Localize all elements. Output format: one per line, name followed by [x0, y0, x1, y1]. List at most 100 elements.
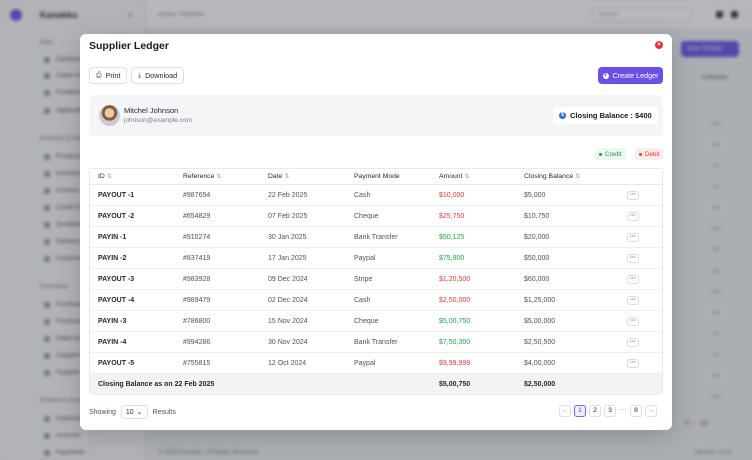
- sidebar-section: Inventory & Sales: [40, 136, 88, 142]
- more-actions-icon[interactable]: ···: [627, 190, 639, 200]
- sidebar-item[interactable]: Credit Notes: [44, 204, 92, 211]
- row-action-icon[interactable]: [712, 332, 720, 335]
- row-action-icon[interactable]: [712, 269, 720, 272]
- pagination-ellipsis: ···: [619, 405, 627, 417]
- cell-amount: $7,50,300: [439, 338, 471, 346]
- prev-page-button[interactable]: ←: [559, 405, 571, 417]
- sidebar-item[interactable]: Inventory: [44, 170, 83, 177]
- credit-legend: Credit: [595, 148, 626, 160]
- sidebar-item[interactable]: Quotations: [44, 221, 87, 228]
- cell-closing-balance: $2,50,500: [524, 338, 556, 346]
- more-actions-icon[interactable]: ···: [627, 211, 639, 221]
- row-action-icon[interactable]: [712, 206, 720, 209]
- cell-reference: #987654: [183, 191, 211, 199]
- page-button-8[interactable]: 8: [630, 405, 642, 417]
- table-row: PAYIN -3 #786800 15 Nov 2024 Cheque $5,00,75…: [90, 311, 662, 332]
- row-action-icon[interactable]: [712, 185, 720, 188]
- row-action-icon[interactable]: [712, 122, 720, 125]
- print-button[interactable]: ⎙ Print: [89, 67, 128, 84]
- sidebar-item[interactable]: Payments: [44, 449, 85, 456]
- sidebar-item[interactable]: Expenses: [44, 415, 85, 422]
- row-action-icon[interactable]: [712, 353, 720, 356]
- cell-reference: #654829: [183, 212, 211, 220]
- cell-amount: $5,00,750: [439, 317, 471, 325]
- create-ledger-button[interactable]: + Create Ledger: [598, 67, 663, 84]
- column-header-amount[interactable]: Amount ⇅: [439, 173, 470, 180]
- page-size-select[interactable]: 10 ⌄: [120, 405, 148, 419]
- more-actions-icon[interactable]: ···: [627, 253, 639, 263]
- page-button-1[interactable]: 1: [574, 405, 586, 417]
- cell-id: PAYIN -2: [98, 254, 127, 262]
- results-label: Results: [152, 408, 176, 416]
- cell-id: PAYIN -4: [98, 338, 127, 346]
- sidebar-item[interactable]: Suppliers: [44, 352, 83, 359]
- supplier-ledger-modal: Supplier Ledger × ⎙ Print ⤓ Download + C…: [80, 34, 672, 430]
- more-actions-icon[interactable]: ···: [627, 232, 639, 242]
- sidebar-item[interactable]: Frontend: [44, 89, 82, 96]
- sidebar-item[interactable]: Purchases: [44, 301, 87, 308]
- cell-amount: $9,99,999: [439, 359, 471, 367]
- columns-button[interactable]: Columns: [702, 74, 728, 81]
- settings-icon[interactable]: [716, 11, 723, 18]
- cell-amount: $1,20,500: [439, 275, 471, 283]
- download-button[interactable]: ⤓ Download: [131, 67, 185, 84]
- sidebar-item[interactable]: Debit Notes: [44, 335, 90, 342]
- modal-title: Supplier Ledger: [89, 40, 169, 52]
- print-label: Print: [105, 71, 121, 80]
- new-vendor-button[interactable]: New Vendor: [681, 41, 739, 57]
- cell-amount: $10,000: [439, 191, 465, 199]
- sidebar-item[interactable]: Dashboard: [44, 56, 88, 63]
- more-actions-icon[interactable]: ···: [627, 337, 639, 347]
- sidebar-item[interactable]: Applications: [44, 107, 91, 114]
- close-icon[interactable]: ×: [655, 41, 663, 49]
- column-header-date[interactable]: Date ⇅: [268, 173, 290, 180]
- more-actions-icon[interactable]: ···: [627, 316, 639, 326]
- sidebar-item[interactable]: Customers: [44, 255, 87, 262]
- cell-closing-balance: $20,000: [524, 233, 550, 241]
- cell-amount: $25,750: [439, 212, 465, 220]
- page-button-2[interactable]: 2: [589, 405, 601, 417]
- ledger-table: ID ⇅ Reference ⇅ Date ⇅ Payment Mode Amount…: [89, 168, 663, 395]
- cell-payment-mode: Cheque: [354, 212, 379, 220]
- cell-id: PAYOUT -1: [98, 191, 135, 199]
- collapse-icon[interactable]: «: [128, 10, 133, 19]
- next-page-button[interactable]: →: [645, 405, 657, 417]
- page-button-3[interactable]: 3: [604, 405, 616, 417]
- row-action-icon[interactable]: [712, 248, 720, 251]
- sidebar-item[interactable]: Products: [44, 153, 82, 160]
- table-header: ID ⇅ Reference ⇅ Date ⇅ Payment Mode Amount…: [90, 169, 662, 185]
- row-action-icon[interactable]: [712, 227, 720, 230]
- row-action-icon[interactable]: [712, 290, 720, 293]
- more-actions-icon[interactable]: ···: [627, 358, 639, 368]
- table-row: PAYOUT -4 #989479 02 Dec 2024 Cash $2,50,000…: [90, 290, 662, 311]
- closing-balance-text: Closing Balance : $400: [570, 111, 652, 120]
- sidebar-item[interactable]: Invoices: [44, 187, 80, 194]
- cell-reference: #837419: [183, 254, 211, 262]
- cell-reference: #994286: [183, 338, 211, 346]
- column-header-reference[interactable]: Reference ⇅: [183, 173, 222, 180]
- row-action-icon[interactable]: [712, 164, 720, 167]
- row-action-icon[interactable]: [712, 395, 720, 398]
- column-header-closing-balance[interactable]: Closing Balance ⇅: [524, 173, 581, 180]
- row-action-icon[interactable]: [712, 143, 720, 146]
- row-action-icon[interactable]: [712, 311, 720, 314]
- download-label: Download: [145, 71, 178, 80]
- cell-amount: $2,50,000: [439, 296, 471, 304]
- cell-id: PAYIN -1: [98, 233, 127, 241]
- column-header-id[interactable]: ID ⇅: [98, 173, 112, 180]
- cell-reference: #989479: [183, 296, 211, 304]
- row-action-icon[interactable]: [712, 374, 720, 377]
- table-row: PAYOUT -1 #987654 22 Feb 2025 Cash $10,000 $5…: [90, 185, 662, 206]
- more-actions-icon[interactable]: ···: [627, 274, 639, 284]
- notification-icon[interactable]: [731, 11, 738, 18]
- search-input[interactable]: Search: [592, 7, 692, 22]
- sidebar-item[interactable]: Incomes: [44, 432, 81, 439]
- more-actions-icon[interactable]: ···: [627, 295, 639, 305]
- brand-name: Kanakku: [40, 10, 78, 20]
- cell-closing-balance: $60,000: [524, 275, 550, 283]
- cell-closing-balance: $5,00,000: [524, 317, 556, 325]
- logo-icon: [10, 9, 22, 21]
- cell-amount: $50,125: [439, 233, 465, 241]
- sidebar-item[interactable]: Super Admin: [44, 72, 93, 79]
- background-pagination[interactable]: 2 ··· 15: [685, 420, 708, 427]
